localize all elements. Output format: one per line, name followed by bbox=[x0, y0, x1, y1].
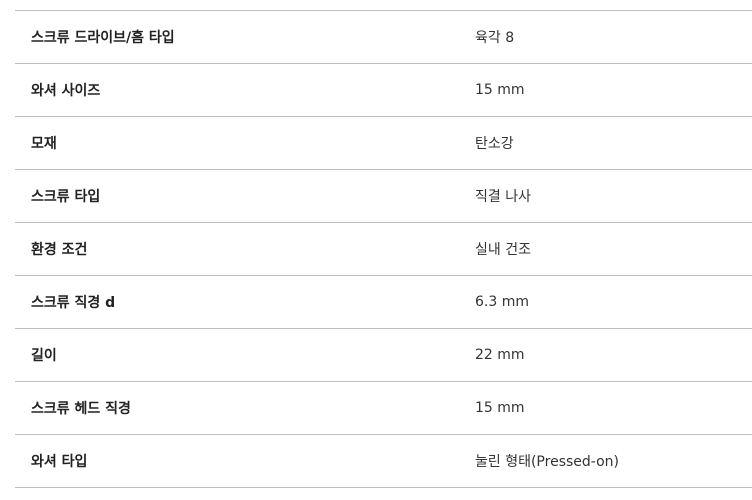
spec-value: 실내 건조 bbox=[475, 242, 531, 258]
table-row: 스크류 헤드 직경 15 mm bbox=[15, 382, 752, 435]
spec-label: 스크류 타입 bbox=[31, 189, 101, 205]
spec-label: 길이 bbox=[31, 348, 57, 364]
spec-label: 와셔 사이즈 bbox=[31, 83, 101, 99]
spec-label: 스크류 헤드 직경 bbox=[31, 401, 131, 417]
spec-label: 스크류 드라이브/홈 타입 bbox=[31, 30, 175, 46]
spec-value: 눌린 형태(Pressed-on) bbox=[475, 454, 619, 470]
table-row: 스크류 직경 d 6.3 mm bbox=[15, 276, 752, 329]
spec-label: 모재 bbox=[31, 136, 57, 152]
table-row: 환경 조건 실내 건조 bbox=[15, 223, 752, 276]
spec-label: 환경 조건 bbox=[31, 242, 88, 258]
table-row: 스크류 타입 직결 나사 bbox=[15, 170, 752, 223]
spec-value: 6.3 mm bbox=[475, 294, 529, 310]
spec-value: 직결 나사 bbox=[475, 189, 531, 205]
spec-value: 22 mm bbox=[475, 347, 525, 363]
table-row: 스크류 드라이브/홈 타입 육각 8 bbox=[15, 11, 752, 64]
spec-value: 15 mm bbox=[475, 82, 525, 98]
table-row: 와셔 사이즈 15 mm bbox=[15, 64, 752, 117]
table-row: 와셔 타입 눌린 형태(Pressed-on) bbox=[15, 435, 752, 488]
spec-value: 탄소강 bbox=[475, 136, 514, 152]
spec-label: 스크류 직경 d bbox=[31, 295, 116, 311]
spec-label: 와셔 타입 bbox=[31, 454, 88, 470]
table-row: 길이 22 mm bbox=[15, 329, 752, 382]
table-row: 모재 탄소강 bbox=[15, 117, 752, 170]
spec-table: 스크류 드라이브/홈 타입 육각 8 와셔 사이즈 15 mm 모재 탄소강 스크류 … bbox=[15, 10, 752, 488]
spec-value: 15 mm bbox=[475, 400, 525, 416]
spec-value: 육각 8 bbox=[475, 30, 515, 46]
